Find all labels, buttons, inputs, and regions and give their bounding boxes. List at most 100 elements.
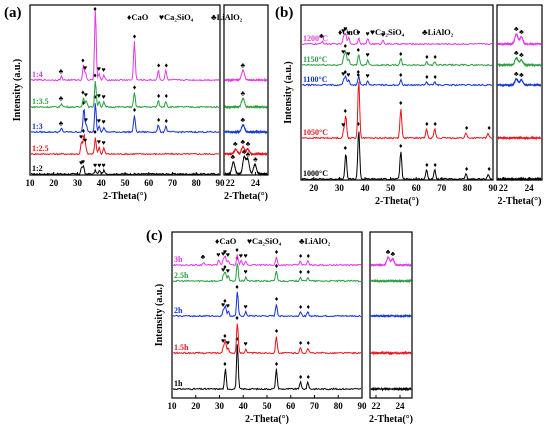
inset-peak-marker: ♣ xyxy=(519,28,524,36)
peak-marker: ♥ xyxy=(341,70,345,78)
peak-marker: ♦ xyxy=(425,53,429,61)
peak-marker: ♦ xyxy=(307,373,311,381)
inset-x-axis-label: 2-Theta(°) xyxy=(369,414,413,425)
inset-series-line xyxy=(370,386,412,392)
peak-marker: ♦ xyxy=(425,120,429,128)
y-axis-label: Intensity (a.u.) xyxy=(154,284,165,347)
peak-marker: ♥ xyxy=(341,27,345,35)
inset-x-axis-label: 2-Theta(°) xyxy=(498,196,542,207)
peak-marker: ♥ xyxy=(83,137,87,145)
peak-marker: ♦ xyxy=(299,373,303,381)
x-tick-label: 80 xyxy=(192,178,202,188)
peak-marker: ♦ xyxy=(157,92,161,100)
inset-series-line xyxy=(224,97,268,110)
legend-entry: ♦CaO xyxy=(215,236,237,246)
panel-b: (b) 20 30 40 50 60 70 80 90 22 24 2-Theta(°) 2-Theta… xyxy=(275,4,543,207)
peak-marker: ♦ xyxy=(433,73,437,81)
x-tick-label: 30 xyxy=(215,401,225,411)
peak-marker: ♦ xyxy=(487,124,491,132)
peak-marker: ♦ xyxy=(93,128,97,136)
inset-series-line xyxy=(497,77,542,88)
peak-marker: ♥ xyxy=(365,72,369,80)
peak-marker: ♦ xyxy=(399,142,403,150)
inset-series-line xyxy=(370,350,412,356)
peak-marker: ♥ xyxy=(244,340,248,348)
x-tick-label: 50 xyxy=(386,183,396,193)
inset-peak-marker: ♣ xyxy=(241,116,246,124)
series-label: 3h xyxy=(174,255,183,264)
peak-marker: ♦ xyxy=(223,297,227,305)
inset-series-line xyxy=(370,278,412,284)
peak-marker: ♦ xyxy=(275,262,279,270)
peak-marker: ♦ xyxy=(465,165,469,173)
x-tick-label: 60 xyxy=(144,178,154,188)
x-axis-label: 2-Theta(°) xyxy=(245,414,289,425)
series-label: 1:4 xyxy=(32,70,43,79)
inset-series-line xyxy=(497,32,542,47)
peak-marker: ♥ xyxy=(346,29,350,37)
inset-series-line xyxy=(224,145,268,157)
inset-series-line xyxy=(497,176,542,182)
inset-peak-marker: ♣ xyxy=(514,70,519,78)
series-label: 1150°C xyxy=(303,55,328,64)
x-tick-label: 70 xyxy=(168,178,178,188)
peak-marker: ♥ xyxy=(102,139,106,147)
peak-marker: ♥ xyxy=(79,159,83,167)
peak-marker: ♥ xyxy=(216,251,220,259)
inset-plot-frame xyxy=(369,231,413,399)
peak-marker: ♦ xyxy=(81,57,85,65)
peak-marker: ♦ xyxy=(299,252,303,260)
inset-series-line xyxy=(370,313,412,319)
inset-peak-marker: ♣ xyxy=(242,148,247,156)
peak-marker: ♥ xyxy=(221,337,225,345)
peak-marker: ♣ xyxy=(59,119,64,127)
peak-marker: ♥ xyxy=(244,303,248,311)
series-label: 1100°C xyxy=(303,75,328,84)
x-tick-label: 80 xyxy=(463,183,473,193)
peak-marker: ♦ xyxy=(357,120,361,128)
inset-series-line xyxy=(224,155,268,177)
series-label: 1:2.5 xyxy=(32,144,49,153)
peak-marker: ♦ xyxy=(81,88,85,96)
inset-series-line xyxy=(370,256,412,268)
peak-marker: ♦ xyxy=(275,360,279,368)
peak-marker: ♥ xyxy=(381,31,385,39)
series-line xyxy=(301,32,492,46)
x-tick-label: 20 xyxy=(309,183,319,193)
peak-marker: ♦ xyxy=(93,5,97,13)
peak-marker: ♦ xyxy=(357,46,361,54)
series-line xyxy=(30,132,220,156)
inset-peak-marker: ♣ xyxy=(391,250,396,258)
peak-marker: ♦ xyxy=(235,246,239,254)
series-line xyxy=(30,103,220,134)
peak-marker: ♥ xyxy=(341,48,345,56)
inset-x-axis-label: 2-Theta(°) xyxy=(224,191,268,202)
x-tick-label: 80 xyxy=(334,401,344,411)
peak-marker: ♦ xyxy=(165,92,169,100)
x-tick-label: 50 xyxy=(263,401,273,411)
series-line xyxy=(172,323,362,355)
x-tick-label: 40 xyxy=(239,401,249,411)
peak-marker: ♥ xyxy=(341,121,345,129)
peak-marker: ♦ xyxy=(133,33,137,41)
peak-marker: ♦ xyxy=(299,339,303,347)
inset-series-line xyxy=(497,56,542,68)
panel-a: (a) 10 20 30 40 50 60 70 80 90 22 24 2-Theta(°) 2-The… xyxy=(4,4,269,202)
panel-c: (c) 10 20 30 40 50 60 70 80 90 22 24 2-Theta(°) 2-The… xyxy=(146,228,413,425)
legend-entry: ♥Ca₂SiO₄ xyxy=(370,27,405,37)
panel-label: (a) xyxy=(4,5,22,21)
peak-marker: ♥ xyxy=(102,66,106,74)
peak-marker: ♥ xyxy=(226,302,230,310)
series-line xyxy=(30,80,219,109)
peak-marker: ♦ xyxy=(299,268,303,276)
peak-marker: ♦ xyxy=(425,161,429,169)
peak-marker: ♦ xyxy=(165,61,169,69)
peak-marker: ♥ xyxy=(84,91,88,99)
peak-marker: ♥ xyxy=(346,50,350,58)
peak-marker: ♣ xyxy=(201,253,206,261)
inset-peak-marker: ♣ xyxy=(514,25,519,33)
series-line xyxy=(30,164,220,176)
series-line xyxy=(172,291,362,318)
inset-peak-marker: ♣ xyxy=(241,138,246,146)
